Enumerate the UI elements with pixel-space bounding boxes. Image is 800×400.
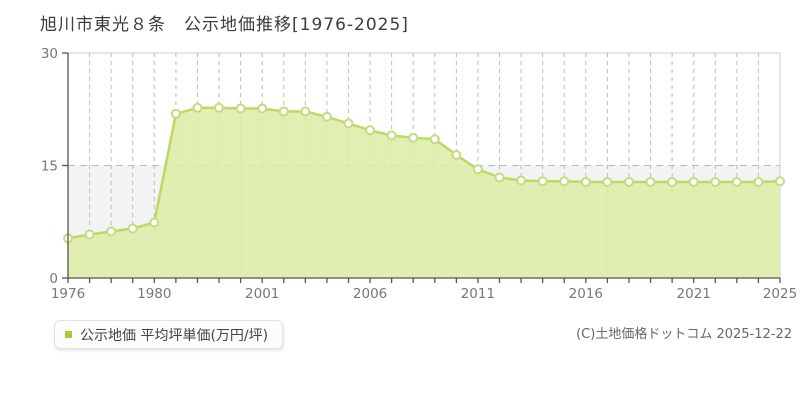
data-point-marker: [753, 177, 764, 187]
data-point-marker: [537, 176, 548, 187]
x-tick-label: 2011: [461, 286, 495, 302]
data-point-marker: [731, 177, 742, 187]
data-point-marker: [602, 177, 613, 187]
data-point-marker: [645, 177, 656, 187]
data-point-marker: [127, 223, 138, 234]
data-point-marker: [106, 226, 117, 237]
data-point-marker: [257, 103, 268, 114]
data-point-marker: [214, 102, 224, 113]
legend: 公示地価 平均坪単価(万円/坪): [54, 320, 284, 349]
y-axis-labels: 0 15 30: [41, 46, 58, 287]
data-point-marker: [170, 108, 181, 119]
legend-label: 公示地価 平均坪単価(万円/坪): [80, 327, 269, 344]
data-point-marker: [235, 103, 246, 114]
data-point-marker: [192, 102, 203, 113]
x-axis-labels: 1976 1980 2001 2006 2011 2016 2021 2025: [51, 286, 797, 302]
y-tick-label: 15: [41, 159, 58, 175]
y-tick-label: 30: [41, 46, 58, 62]
data-point-marker: [775, 176, 785, 187]
x-tick-label: 2006: [353, 286, 387, 302]
data-point-marker: [429, 134, 440, 145]
data-point-marker: [472, 164, 483, 175]
data-point-marker: [559, 176, 570, 187]
axes: [62, 52, 781, 283]
data-point-marker: [84, 229, 95, 240]
data-point-marker: [451, 150, 462, 160]
data-point-marker: [365, 125, 376, 136]
data-point-marker: [408, 132, 419, 143]
data-point-markers: [63, 102, 785, 244]
x-tick-label: 2025: [763, 286, 797, 302]
data-point-marker: [300, 106, 311, 117]
x-tick-label: 2021: [677, 286, 711, 302]
legend-marker-icon: [65, 331, 72, 338]
x-tick-label: 1980: [137, 286, 171, 302]
data-point-marker: [667, 177, 678, 187]
price-area: [68, 107, 780, 278]
x-tick-label: 1976: [51, 286, 85, 302]
data-point-marker: [516, 175, 527, 186]
data-point-marker: [149, 217, 160, 228]
x-tick-label: 2001: [245, 286, 279, 302]
chart-title: 旭川市東光８条 公示地価推移[1976-2025]: [40, 15, 409, 35]
data-point-marker: [321, 111, 332, 122]
x-tick-label: 2016: [569, 286, 603, 302]
price-line: [67, 106, 781, 240]
data-point-marker: [494, 172, 505, 183]
data-point-marker: [710, 177, 721, 187]
data-point-marker: [688, 177, 699, 187]
data-point-marker: [278, 106, 289, 117]
copyright-text: (C)土地価格ドットコム 2025-12-22: [576, 327, 792, 342]
data-point-marker: [580, 177, 591, 187]
y-tick-label: 0: [49, 271, 58, 287]
data-point-marker: [343, 118, 354, 129]
data-point-marker: [386, 130, 397, 141]
data-point-marker: [624, 177, 634, 187]
